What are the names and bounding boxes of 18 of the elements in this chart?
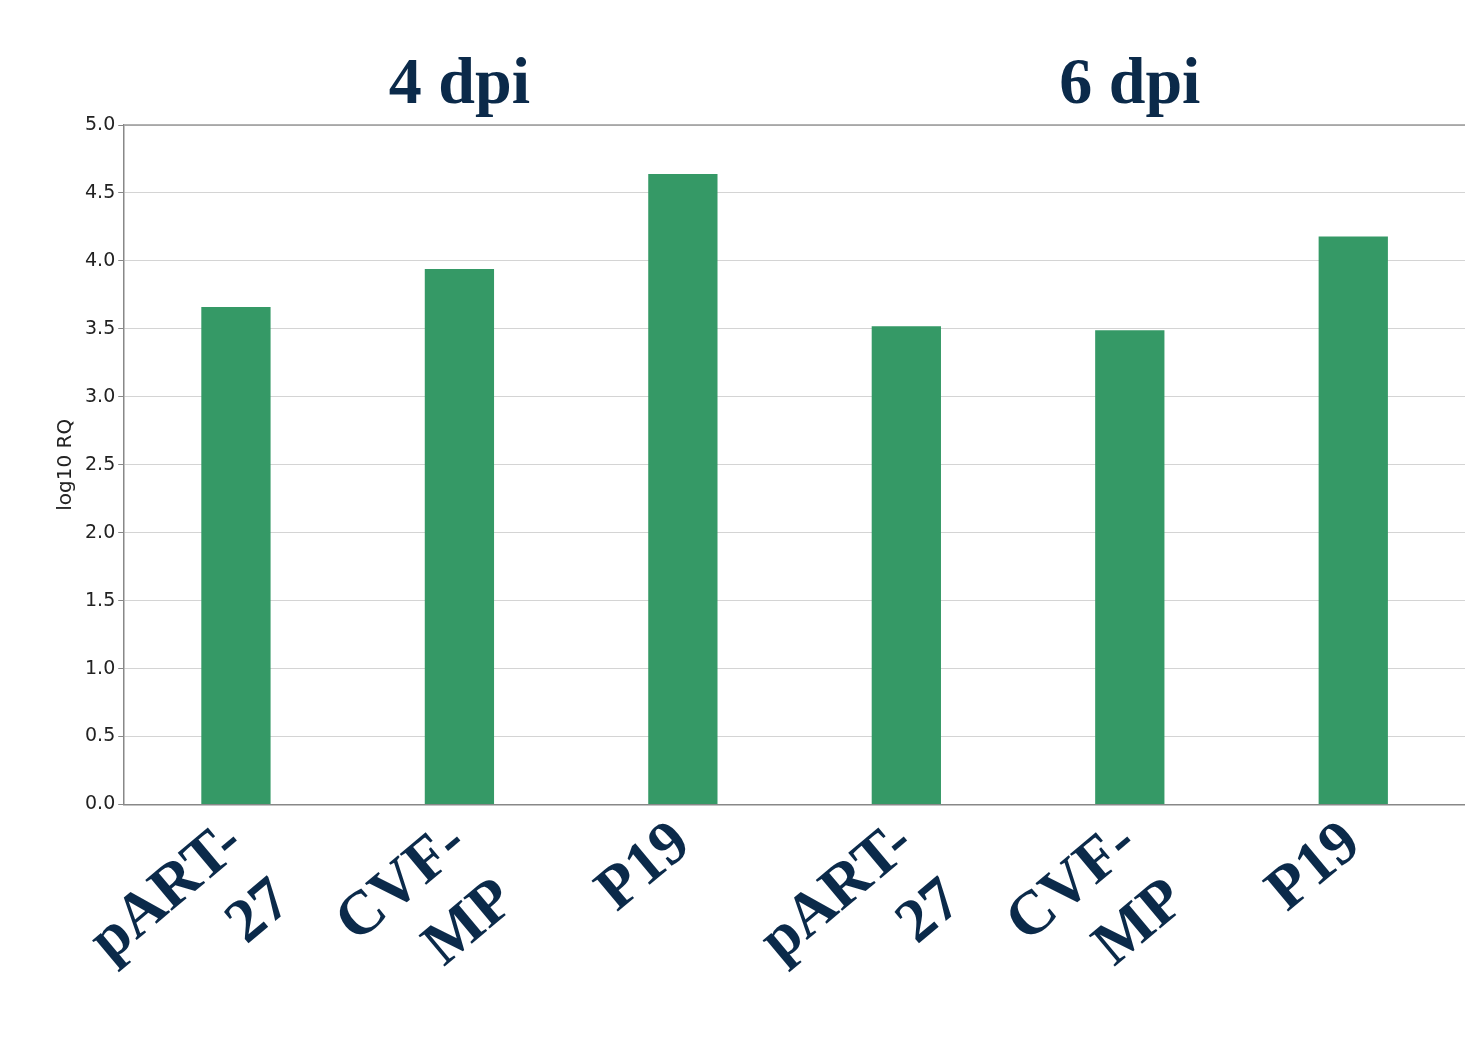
y-tick-label: 5.0 (85, 111, 116, 134)
x-tick-label: P19 (1251, 806, 1372, 923)
y-tick-label: 3.5 (85, 315, 116, 338)
text: 4 dpi (388, 44, 531, 117)
y-tick-label: 4.5 (85, 179, 116, 202)
y-tick-label: 1.0 (85, 655, 116, 678)
x-tick-label: CVF-MP (320, 806, 526, 978)
x-tick-label: P19 (581, 806, 702, 923)
y-tick-label: 0.5 (85, 723, 116, 746)
y-tick-label: 2.0 (85, 519, 116, 542)
y-tick-label: 1.5 (85, 587, 116, 610)
y-tick-label: 3.0 (85, 383, 116, 406)
x-tick-label: CVF-MP (991, 806, 1197, 978)
y-axis-title: log10 RQ (52, 418, 77, 511)
y-tick-label: 4.0 (85, 247, 116, 270)
y-tick-label: 2.5 (85, 451, 116, 474)
y-tick-label: 0.0 (85, 791, 116, 814)
text: 6 dpi (1059, 44, 1201, 117)
